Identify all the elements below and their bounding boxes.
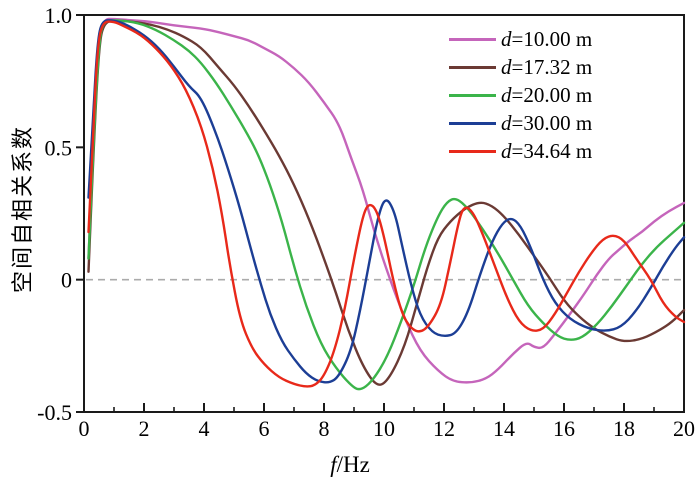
y-tick-label: -0.5 bbox=[37, 400, 72, 425]
legend-label: d=17.32 m bbox=[501, 54, 593, 79]
legend-label-value: =30.00 m bbox=[511, 110, 593, 135]
legend-label-value: =20.00 m bbox=[511, 82, 593, 107]
plot-frame bbox=[83, 14, 685, 413]
legend-line-swatch bbox=[449, 121, 496, 125]
legend-label-value: =34.64 m bbox=[511, 138, 593, 163]
legend-item: d=34.64 m bbox=[449, 137, 592, 165]
legend-label: d=10.00 m bbox=[501, 26, 593, 51]
y-tick-label: 0.5 bbox=[45, 135, 73, 160]
x-axis-title-variable: f bbox=[330, 452, 337, 477]
x-tick-label: 20 bbox=[673, 416, 695, 441]
series-line-20.00 bbox=[87, 19, 686, 391]
legend-label-variable: d bbox=[501, 54, 512, 79]
x-axis-title-unit: /Hz bbox=[336, 452, 370, 477]
x-tick-label: 10 bbox=[373, 416, 395, 441]
series-line-30.00 bbox=[87, 19, 686, 384]
series-line-17.32 bbox=[87, 19, 686, 386]
legend-label-variable: d bbox=[501, 138, 512, 163]
legend-label: d=34.64 m bbox=[501, 138, 593, 163]
legend-label: d=20.00 m bbox=[501, 82, 593, 107]
series-line-10.00 bbox=[87, 17, 686, 384]
legend-line-swatch bbox=[449, 37, 496, 41]
legend-label-value: =17.32 m bbox=[511, 54, 593, 79]
x-tick-label: 4 bbox=[199, 416, 210, 441]
x-tick-label: 8 bbox=[319, 416, 330, 441]
legend-label-variable: d bbox=[501, 110, 512, 135]
legend-item: d=30.00 m bbox=[449, 109, 592, 137]
legend-line-swatch bbox=[449, 65, 496, 69]
y-axis-title: 空间自相关系数 bbox=[10, 124, 35, 293]
legend-label-variable: d bbox=[501, 82, 512, 107]
y-tick-label: 0 bbox=[61, 268, 72, 293]
legend-label: d=30.00 m bbox=[501, 110, 593, 135]
y-tick-label: 1.0 bbox=[45, 3, 73, 28]
x-tick-label: 6 bbox=[259, 416, 270, 441]
legend: d=10.00 m d=17.32 m d=20.00 m d=30.00 m d=34… bbox=[449, 25, 592, 165]
legend-item: d=17.32 m bbox=[449, 53, 592, 81]
x-tick-label: 16 bbox=[553, 416, 575, 441]
x-tick-label: 18 bbox=[613, 416, 635, 441]
legend-item: d=20.00 m bbox=[449, 81, 592, 109]
x-tick-label: 2 bbox=[139, 416, 150, 441]
legend-label-value: =10.00 m bbox=[511, 26, 593, 51]
legend-label-variable: d bbox=[501, 26, 512, 51]
legend-line-swatch bbox=[449, 93, 496, 97]
x-axis-title: f/Hz bbox=[0, 452, 700, 478]
series-line-34.64 bbox=[87, 20, 686, 388]
legend-item: d=10.00 m bbox=[449, 25, 592, 53]
x-tick-label: 0 bbox=[79, 416, 90, 441]
x-tick-label: 14 bbox=[493, 416, 515, 441]
legend-line-swatch bbox=[449, 149, 496, 153]
x-tick-label: 12 bbox=[433, 416, 455, 441]
